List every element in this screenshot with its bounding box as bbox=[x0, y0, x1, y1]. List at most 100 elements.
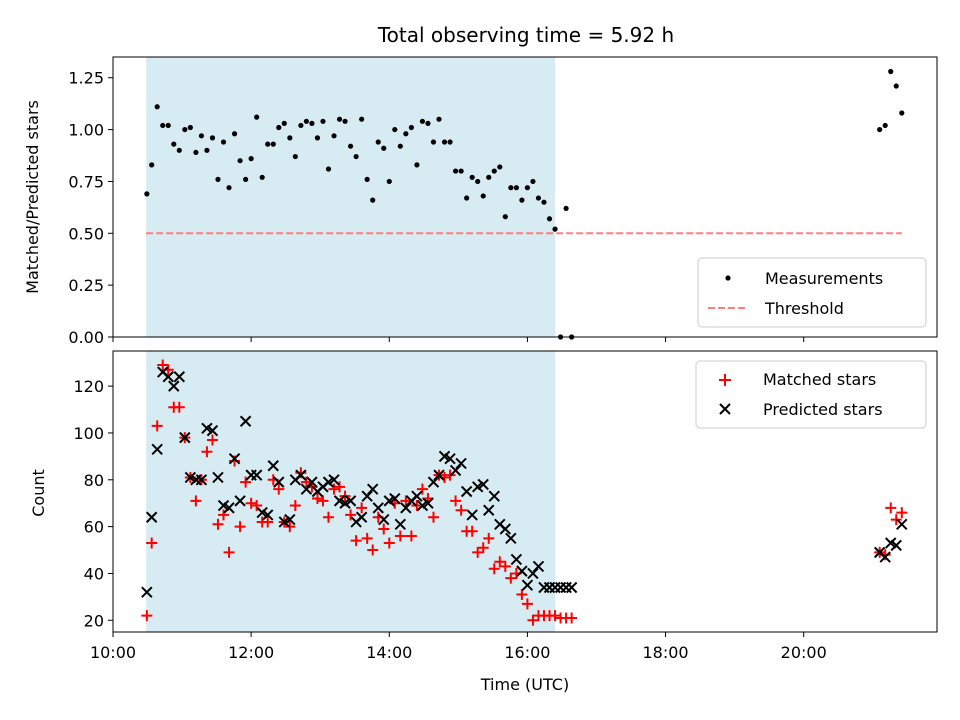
legend-matched-symbol bbox=[719, 374, 731, 386]
measurement-point bbox=[309, 120, 315, 126]
matched-star-point bbox=[405, 530, 417, 542]
predicted-star-point bbox=[565, 581, 578, 594]
y-tick-label: 0.75 bbox=[68, 172, 104, 191]
matched-star-point bbox=[262, 516, 274, 528]
predicted-star-point bbox=[366, 483, 379, 495]
predicted-star-point bbox=[527, 567, 539, 580]
measurement-point bbox=[182, 126, 188, 133]
measurement-point bbox=[563, 205, 569, 212]
predicted-star-point bbox=[295, 469, 307, 481]
bottom-x-axis: 10:00 12:00 14:00 16:00 18:00 20:00 bbox=[90, 632, 827, 662]
measurement-point bbox=[270, 141, 276, 147]
matched-star-point bbox=[427, 511, 439, 523]
measurement-point bbox=[447, 139, 453, 145]
predicted-star-point bbox=[560, 581, 572, 594]
matched-star-point bbox=[173, 401, 185, 413]
predicted-star-point bbox=[433, 469, 445, 481]
matched-star-point bbox=[472, 546, 484, 558]
measurement-point bbox=[425, 120, 431, 126]
predicted-star-point bbox=[411, 490, 423, 502]
y-tick-label: 1.25 bbox=[68, 69, 104, 88]
matched-star-point bbox=[499, 560, 511, 572]
y-tick-label: 100 bbox=[73, 424, 104, 443]
measurement-point bbox=[888, 68, 894, 75]
matched-star-point bbox=[206, 434, 218, 446]
predicted-star-point bbox=[896, 518, 908, 530]
matched-star-point bbox=[466, 525, 478, 537]
predicted-star-point bbox=[499, 523, 512, 535]
legend-measurements-label: Measurements bbox=[765, 269, 883, 288]
measurement-point bbox=[392, 126, 398, 133]
y-tick-label: 0.50 bbox=[68, 224, 104, 243]
measurement-point bbox=[899, 110, 905, 116]
predicted-star-point bbox=[212, 471, 224, 484]
measurement-point bbox=[281, 120, 287, 126]
measurement-point bbox=[254, 114, 260, 120]
matched-star-point bbox=[455, 504, 467, 516]
measurement-point bbox=[452, 168, 459, 174]
matched-star-point bbox=[477, 542, 489, 554]
matched-star-point bbox=[234, 521, 246, 533]
measurement-point bbox=[475, 178, 481, 185]
matched-star-point bbox=[345, 509, 357, 521]
measurement-point bbox=[292, 153, 298, 160]
predicted-star-point bbox=[328, 474, 340, 486]
predicted-star-point bbox=[273, 476, 285, 488]
matched-star-point bbox=[334, 481, 346, 493]
measurement-point bbox=[359, 116, 365, 122]
matched-star-point bbox=[317, 495, 329, 507]
measurement-point bbox=[144, 191, 150, 197]
predicted-star-point bbox=[532, 560, 545, 573]
predicted-star-point bbox=[449, 464, 462, 477]
measurement-point bbox=[430, 139, 437, 145]
measurement-point bbox=[513, 185, 519, 191]
top-legend-box bbox=[697, 257, 927, 328]
x-tick-label: 20:00 bbox=[781, 643, 827, 662]
predicted-star-point bbox=[510, 553, 523, 566]
predicted-star-point bbox=[483, 504, 495, 516]
measurement-point bbox=[165, 122, 171, 129]
predicted-star-point bbox=[422, 497, 434, 509]
predicted-star-point bbox=[372, 502, 384, 514]
measurement-point bbox=[237, 158, 243, 164]
predicted-star-point bbox=[477, 478, 489, 491]
measurement-point bbox=[342, 118, 348, 124]
matched-star-point bbox=[527, 614, 539, 626]
measurement-point bbox=[320, 118, 326, 124]
predicted-star-point bbox=[444, 453, 456, 465]
predicted-star-point bbox=[250, 469, 263, 481]
predicted-star-point bbox=[890, 539, 902, 552]
matched-star-point bbox=[356, 502, 368, 514]
predicted-star-point bbox=[223, 502, 235, 514]
measurement-point bbox=[441, 139, 448, 145]
measurement-point bbox=[314, 135, 321, 141]
predicted-star-point bbox=[455, 457, 467, 470]
matched-star-point bbox=[311, 493, 323, 505]
y-tick-label: 40 bbox=[84, 564, 104, 583]
measurement-point bbox=[220, 139, 227, 145]
measurement-point bbox=[519, 197, 525, 203]
predicted-star-point bbox=[228, 453, 241, 465]
predicted-star-point bbox=[505, 532, 517, 545]
matched-star-point bbox=[157, 359, 169, 371]
bottom-legend: Matched stars Predicted stars bbox=[695, 360, 927, 429]
matched-star-point bbox=[151, 420, 163, 432]
legend-predicted-symbol bbox=[719, 403, 731, 415]
predicted-star-point bbox=[344, 495, 357, 507]
x-tick-label: 14:00 bbox=[366, 643, 412, 662]
measurement-point bbox=[497, 164, 503, 170]
measurement-point bbox=[215, 176, 221, 182]
predicted-star-point bbox=[300, 483, 313, 495]
predicted-star-point bbox=[141, 586, 153, 598]
predicted-star-point bbox=[151, 443, 163, 456]
measurement-point bbox=[419, 118, 426, 124]
bottom-observing-span bbox=[146, 351, 556, 632]
matched-star-point bbox=[328, 483, 340, 495]
predicted-star-point bbox=[162, 371, 174, 383]
measurement-point bbox=[386, 178, 392, 185]
matched-star-point bbox=[223, 546, 235, 558]
measurement-point bbox=[259, 174, 265, 180]
predicted-star-point bbox=[355, 511, 368, 523]
legend-predicted-label: Predicted stars bbox=[763, 400, 883, 419]
